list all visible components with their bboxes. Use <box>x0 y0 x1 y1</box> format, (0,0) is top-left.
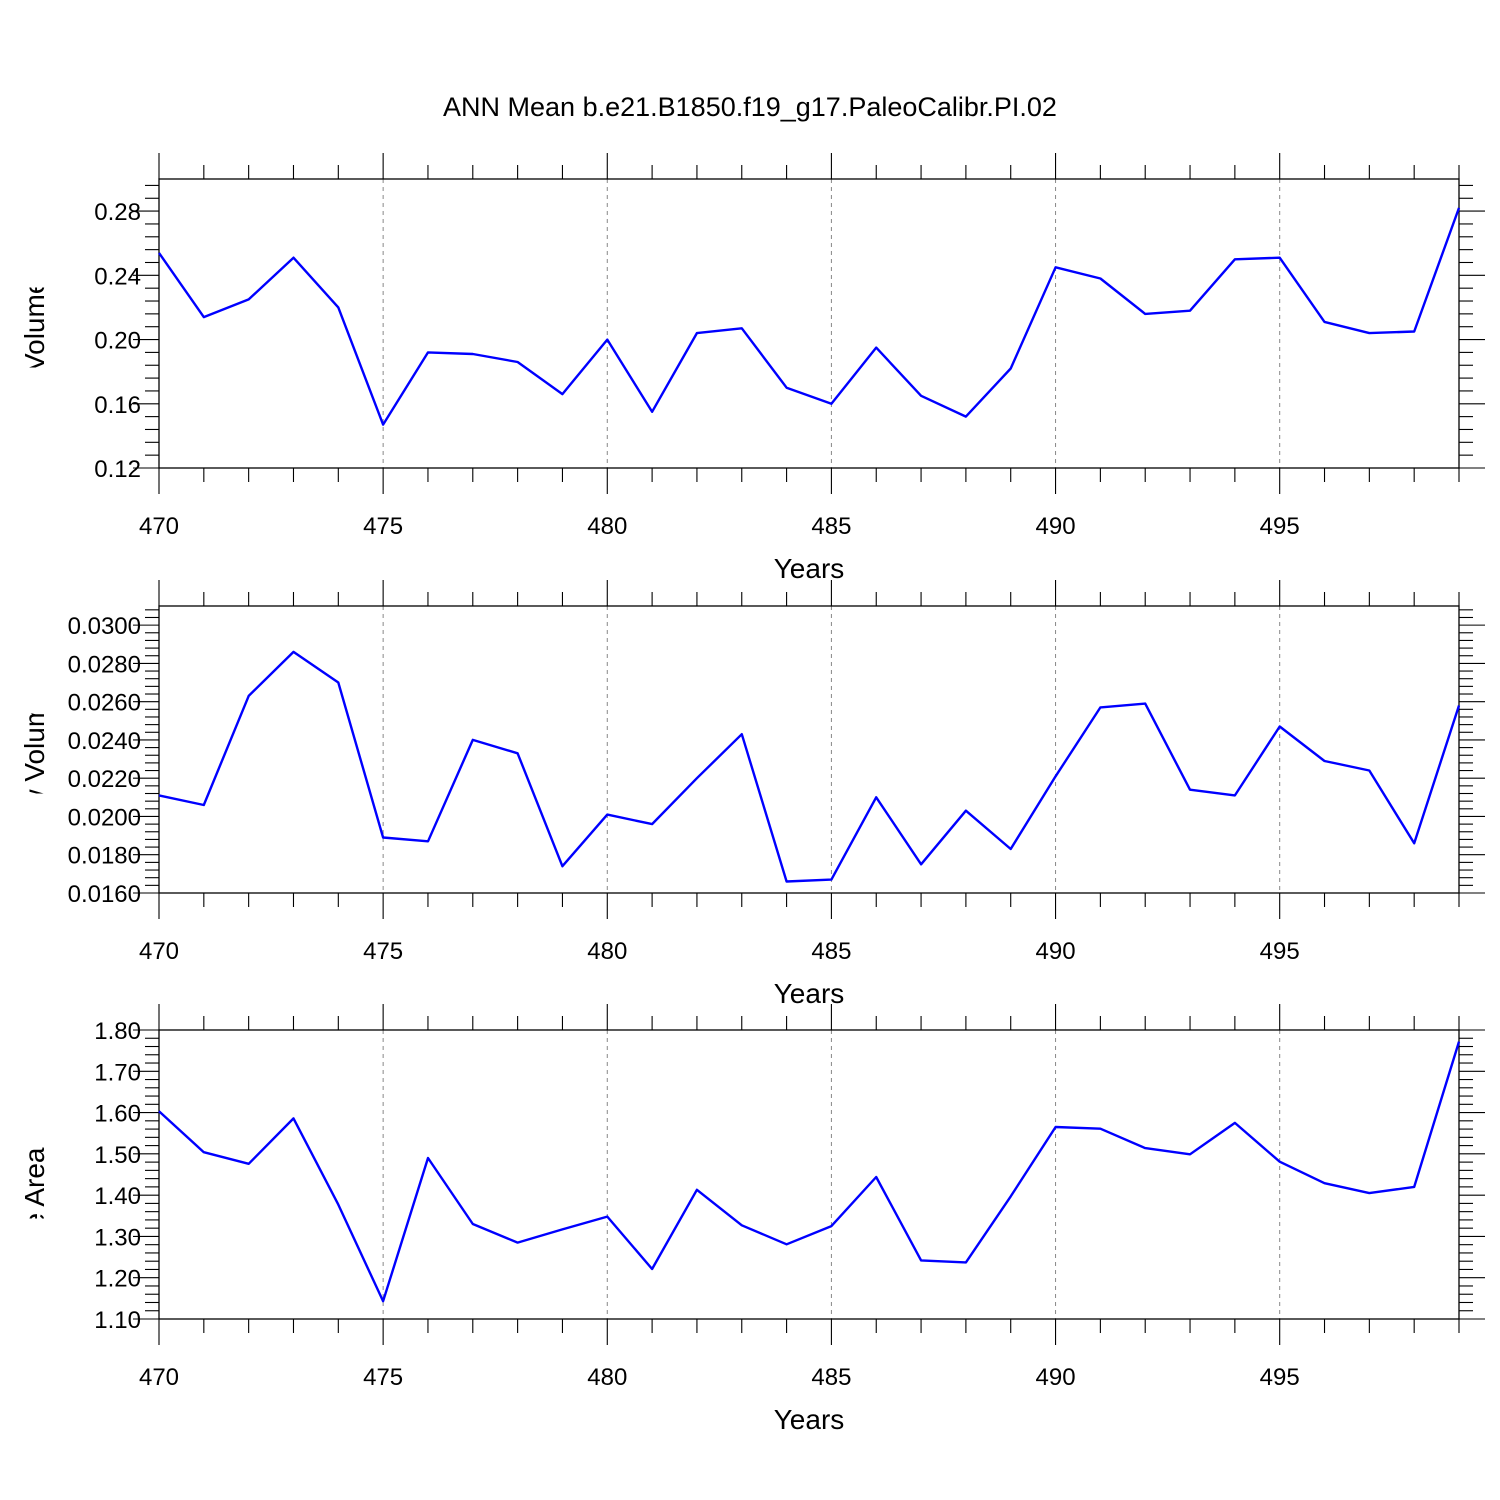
plot-frame <box>158 1029 1460 1320</box>
y-tick-label: 0.12 <box>94 456 141 483</box>
y-tick-label: 1.80 <box>94 1018 141 1045</box>
x-tick-label: 495 <box>1260 938 1300 965</box>
x-tick-label: 495 <box>1260 1364 1300 1391</box>
plot-frame <box>158 605 1460 894</box>
y-tick-label: 0.0160 <box>68 881 141 908</box>
y-tick-label: 0.28 <box>94 199 141 226</box>
y-tick-label: 0.0200 <box>68 804 141 831</box>
x-tick-label: 490 <box>1036 938 1076 965</box>
y-tick-label: 1.70 <box>94 1059 141 1086</box>
y-tick-label: 1.60 <box>94 1101 141 1128</box>
y-tick-label: 1.40 <box>94 1183 141 1210</box>
panel-1: 470 475 480 485 490 495 0.12 0.16 0.20 0.24 0.28 Ye… <box>17 153 1485 584</box>
x-tick-label: 470 <box>139 1364 179 1391</box>
x-tick-label: 485 <box>811 938 851 965</box>
y-axis-label-text: Bar Snow Volume 10 <box>19 649 50 911</box>
y-axis-label: Bar Ice Area 1012 m2 <box>17 1047 50 1301</box>
panel-3: 470 475 480 485 490 495 1.10 1.20 1.30 1.40 1.50 1.… <box>17 1004 1485 1435</box>
y-axis-label: Bar Ice Volume 1013 m3 <box>17 179 50 469</box>
x-tick-label: 480 <box>587 1364 627 1391</box>
x-tick-label: 485 <box>811 1364 851 1391</box>
plot-frame <box>158 178 1460 469</box>
y-tick-label: 1.30 <box>94 1224 141 1251</box>
y-tick-label: 0.0180 <box>68 843 141 870</box>
y-axis-label-text: Bar Ice Volume 10 <box>19 240 50 469</box>
x-tick-label: 480 <box>587 513 627 540</box>
series-line <box>158 207 1461 426</box>
x-tick-label: 480 <box>587 938 627 965</box>
x-axis-label: Years <box>774 1404 845 1435</box>
x-tick-label: 475 <box>363 1364 403 1391</box>
x-tick-label: 475 <box>363 938 403 965</box>
y-tick-label: 0.0260 <box>68 690 141 717</box>
x-tick-label: 490 <box>1036 1364 1076 1391</box>
x-tick-label: 470 <box>139 938 179 965</box>
y-axis-label: Bar Snow Volume 1013 m3 <box>17 588 50 911</box>
x-axis-label: Years <box>774 978 845 1009</box>
panels: 470 475 480 485 490 495 0.12 0.16 0.20 0.24 0.28 Ye… <box>17 153 1485 1435</box>
panel-2: 470 475 480 485 490 495 0.0160 0.0180 0.0200 0.02… <box>17 580 1485 1009</box>
series-line <box>158 1041 1461 1303</box>
y-tick-label: 0.20 <box>94 328 141 355</box>
x-tick-label: 475 <box>363 513 403 540</box>
x-tick-label: 485 <box>811 513 851 540</box>
y-axis-label-text: Bar Ice Area 10 <box>19 1109 50 1302</box>
y-tick-label: 0.0220 <box>68 766 141 793</box>
x-tick-label: 490 <box>1036 513 1076 540</box>
x-tick-label: 470 <box>139 513 179 540</box>
y-tick-label: 0.16 <box>94 392 141 419</box>
y-tick-label: 0.0300 <box>68 613 141 640</box>
x-tick-label: 495 <box>1260 513 1300 540</box>
y-tick-label: 0.24 <box>94 263 141 290</box>
y-tick-label: 0.0240 <box>68 728 141 755</box>
y-tick-label: 1.10 <box>94 1307 141 1334</box>
chart-title: ANN Mean b.e21.B1850.f19_g17.PaleoCalibr… <box>443 92 1057 122</box>
y-tick-label: 0.0280 <box>68 651 141 678</box>
y-tick-label: 1.20 <box>94 1266 141 1293</box>
x-axis-label: Years <box>774 553 845 584</box>
y-tick-label: 1.50 <box>94 1142 141 1169</box>
series-line <box>158 650 1461 883</box>
